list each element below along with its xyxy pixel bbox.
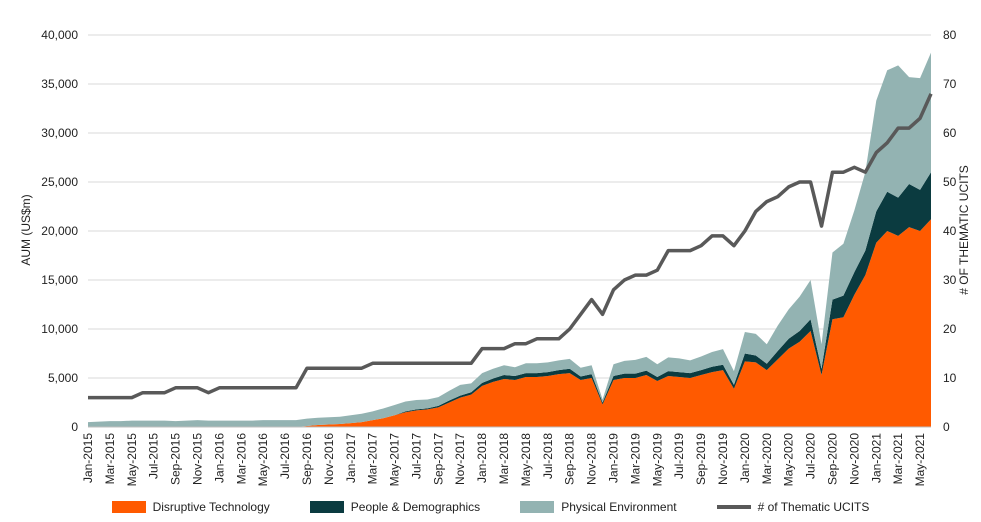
legend-item-disruptive-technology: Disruptive Technology	[111, 500, 270, 514]
x-tick-label: Mar-2021	[891, 433, 905, 485]
y-tick-label: 25,000	[41, 175, 78, 189]
x-tick-label: Sep-2018	[563, 433, 577, 485]
y-tick-label: 5,000	[48, 371, 78, 385]
y2-axis-title: # OF THEMATIC UCITS	[957, 165, 971, 295]
y-tick-label: 20,000	[41, 224, 78, 238]
legend: Disruptive Technology People & Demograph…	[0, 500, 981, 514]
x-tick-label: May-2015	[125, 433, 139, 487]
x-tick-label: Jan-2019	[607, 433, 621, 483]
x-tick-label: May-2018	[519, 433, 533, 487]
x-tick-label: May-2020	[782, 433, 796, 487]
x-tick-label: Mar-2016	[234, 433, 248, 485]
gridlines	[88, 34, 931, 428]
x-tick-label: Nov-2017	[453, 433, 467, 485]
y2-tick-label: 60	[943, 126, 957, 140]
y2-tick-label: 0	[943, 420, 950, 434]
legend-label: Disruptive Technology	[152, 500, 270, 514]
y-tick-label: 10,000	[41, 322, 78, 336]
ucits-count-line	[88, 93, 933, 400]
x-tick-label: May-2021	[913, 433, 927, 487]
legend-label: Physical Environment	[561, 500, 677, 514]
x-tick-label: Nov-2020	[847, 433, 861, 485]
y2-tick-label: 70	[943, 77, 957, 91]
legend-item-physical-environment: Physical Environment	[520, 500, 677, 514]
y-axis-title: AUM (US$m)	[19, 194, 33, 265]
x-tick-label: Mar-2017	[366, 433, 380, 485]
area-people-demographics	[88, 172, 931, 427]
legend-item-thematic-ucits: # of Thematic UCITS	[716, 500, 870, 514]
stacked-areas	[88, 52, 931, 427]
x-tick-label: Nov-2016	[322, 433, 336, 485]
axes: 0 0 5,000 10 10,000 20 15,000 30 20,000 40 25,000 5…	[41, 28, 956, 486]
legend-swatch-orange	[111, 501, 146, 513]
x-tick-label: Jul-2016	[278, 433, 292, 479]
y-tick-label: 30,000	[41, 126, 78, 140]
legend-swatch-line	[716, 505, 751, 509]
ucits-line-layer	[88, 93, 933, 400]
x-tick-label: Sep-2016	[300, 433, 314, 485]
x-tick-label: Mar-2020	[760, 433, 774, 485]
y2-tick-label: 50	[943, 175, 957, 189]
x-tick-label: Sep-2019	[694, 433, 708, 485]
legend-label: People & Demographics	[350, 500, 481, 514]
x-tick-label: Sep-2017	[431, 433, 445, 485]
x-tick-label: Nov-2018	[585, 433, 599, 485]
y2-tick-label: 10	[943, 371, 957, 385]
x-tick-label: Mar-2018	[497, 433, 511, 485]
x-tick-label: May-2019	[650, 433, 664, 487]
x-tick-label: Mar-2019	[628, 433, 642, 485]
legend-item-people-demographics: People & Demographics	[309, 500, 481, 514]
x-tick-label: May-2016	[256, 433, 270, 487]
legend-label: # of Thematic UCITS	[757, 500, 870, 514]
x-tick-label: Nov-2019	[716, 433, 730, 485]
x-tick-label: Jan-2021	[869, 433, 883, 483]
x-tick-label: Jan-2015	[81, 433, 95, 483]
x-tick-label: Sep-2020	[825, 433, 839, 485]
y2-tick-label: 80	[943, 28, 957, 42]
y2-tick-label: 20	[943, 322, 957, 336]
x-tick-label: Jan-2016	[212, 433, 226, 483]
x-tick-label: Jan-2020	[738, 433, 752, 483]
legend-swatch-dark-teal	[309, 501, 344, 513]
area-disruptive-technology	[88, 219, 931, 427]
y-tick-label: 40,000	[41, 28, 78, 42]
combo-area-line-chart: 0 0 5,000 10 10,000 20 15,000 30 20,000 40 25,000 5…	[19, 28, 971, 486]
x-tick-label: Jul-2018	[541, 433, 555, 479]
x-tick-label: Jan-2017	[344, 433, 358, 483]
y-tick-label: 0	[71, 420, 78, 434]
legend-swatch-light-teal	[520, 501, 555, 513]
x-tick-label: Jul-2017	[409, 433, 423, 479]
x-tick-label: Nov-2015	[190, 433, 204, 485]
y2-tick-label: 40	[943, 224, 957, 238]
x-tick-label: Jul-2020	[804, 433, 818, 479]
x-tick-label: Jul-2015	[147, 433, 161, 479]
y-tick-label: 15,000	[41, 273, 78, 287]
y-tick-label: 35,000	[41, 77, 78, 91]
x-tick-label: Mar-2015	[103, 433, 117, 485]
x-tick-label: Sep-2015	[169, 433, 183, 485]
x-tick-label: May-2017	[388, 433, 402, 487]
x-tick-label: Jul-2019	[672, 433, 686, 479]
x-tick-label: Jan-2018	[475, 433, 489, 483]
y2-tick-label: 30	[943, 273, 957, 287]
